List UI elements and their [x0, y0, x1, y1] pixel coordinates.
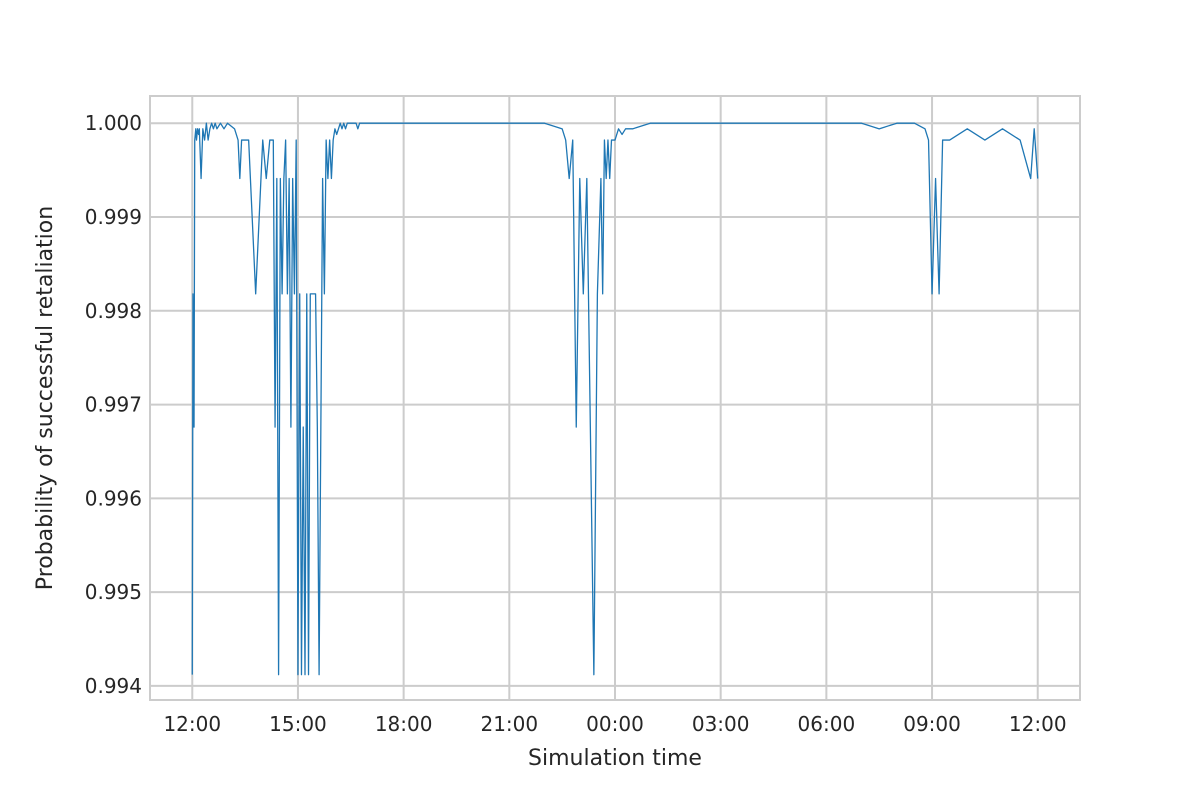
y-axis-ticks: 0.994 0.995 0.996 0.997 0.998 0.999 1.000 [85, 111, 142, 698]
x-axis-label: Simulation time [528, 746, 702, 771]
x-tick-label: 00:00 [586, 712, 644, 736]
x-tick-label: 12:00 [1009, 712, 1067, 736]
x-tick-label: 21:00 [480, 712, 538, 736]
x-tick-label: 12:00 [163, 712, 221, 736]
y-tick-label: 0.996 [85, 486, 142, 510]
y-axis-label: Probability of successful retaliation [33, 206, 58, 590]
y-tick-label: 0.995 [85, 580, 142, 604]
y-tick-label: 0.994 [85, 674, 142, 698]
y-tick-label: 0.998 [85, 299, 142, 323]
x-axis-ticks: 12:00 15:00 18:00 21:00 00:00 03:00 06:00 09:00… [163, 712, 1066, 736]
grid-lines [150, 96, 1080, 700]
x-tick-label: 09:00 [903, 712, 961, 736]
y-tick-label: 0.999 [85, 205, 142, 229]
x-tick-label: 06:00 [798, 712, 856, 736]
x-tick-label: 15:00 [269, 712, 327, 736]
y-tick-label: 0.997 [85, 393, 142, 417]
x-tick-label: 18:00 [375, 712, 433, 736]
series-group [191, 122, 1039, 676]
y-tick-label: 1.000 [85, 111, 142, 135]
series-line-0 [191, 122, 1039, 676]
plot-frame [149, 95, 1081, 701]
x-tick-label: 03:00 [692, 712, 750, 736]
